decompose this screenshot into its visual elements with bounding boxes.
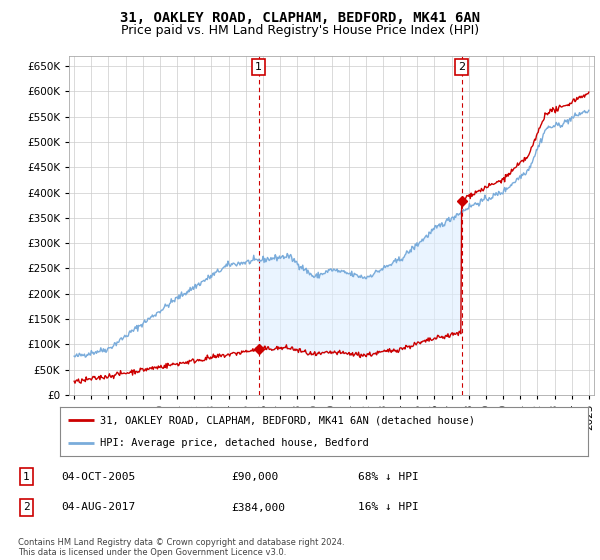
Text: 1: 1	[23, 472, 30, 482]
Text: Contains HM Land Registry data © Crown copyright and database right 2024.
This d: Contains HM Land Registry data © Crown c…	[18, 538, 344, 557]
Text: 31, OAKLEY ROAD, CLAPHAM, BEDFORD, MK41 6AN (detached house): 31, OAKLEY ROAD, CLAPHAM, BEDFORD, MK41 …	[100, 416, 475, 426]
Text: 31, OAKLEY ROAD, CLAPHAM, BEDFORD, MK41 6AN: 31, OAKLEY ROAD, CLAPHAM, BEDFORD, MK41 …	[120, 11, 480, 25]
Text: 1: 1	[255, 62, 262, 72]
Text: 04-AUG-2017: 04-AUG-2017	[61, 502, 135, 512]
Text: 04-OCT-2005: 04-OCT-2005	[61, 472, 135, 482]
Text: £384,000: £384,000	[231, 502, 285, 512]
Text: 68% ↓ HPI: 68% ↓ HPI	[358, 472, 418, 482]
Text: 16% ↓ HPI: 16% ↓ HPI	[358, 502, 418, 512]
Text: £90,000: £90,000	[231, 472, 278, 482]
Text: 2: 2	[458, 62, 465, 72]
Text: Price paid vs. HM Land Registry's House Price Index (HPI): Price paid vs. HM Land Registry's House …	[121, 24, 479, 36]
Text: 2: 2	[23, 502, 30, 512]
Text: HPI: Average price, detached house, Bedford: HPI: Average price, detached house, Bedf…	[100, 438, 368, 448]
